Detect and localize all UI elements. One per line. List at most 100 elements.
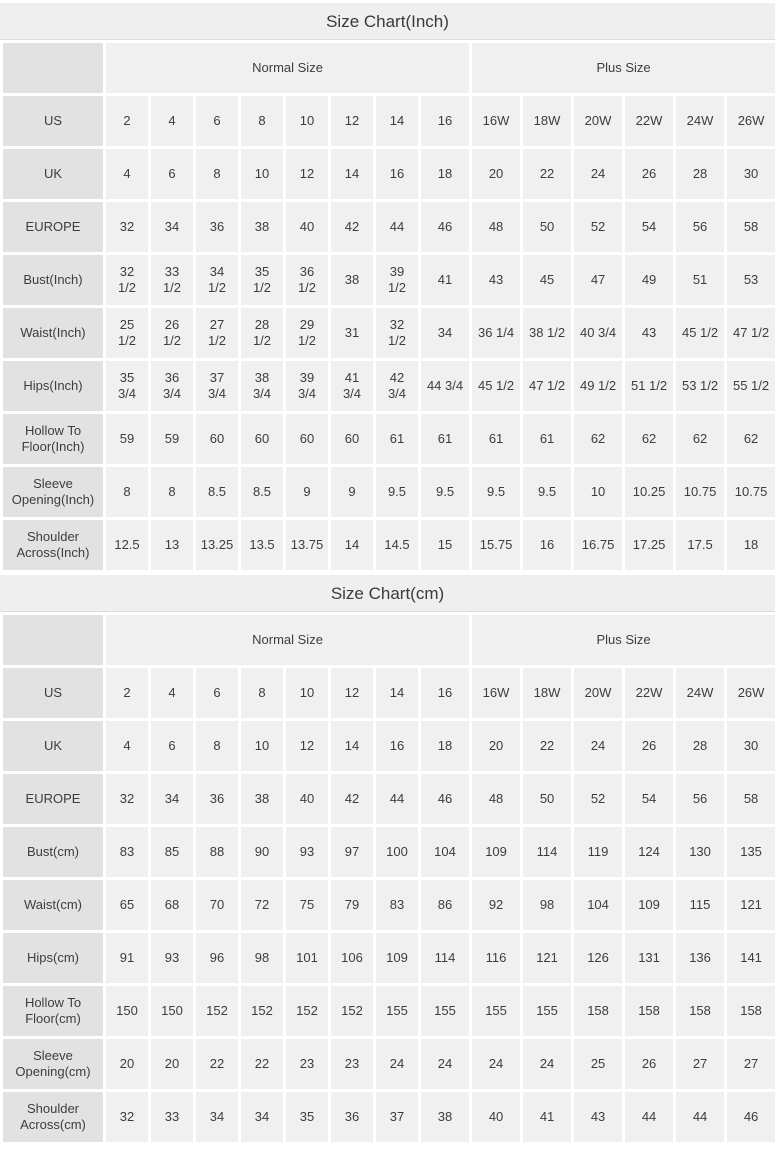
size-value-cell: 13.75 xyxy=(286,520,328,570)
size-value-cell: 13 xyxy=(151,520,193,570)
table-row-waist-inch: Waist(Inch) 25 1/2 26 1/2 27 1/2 28 1/2 29 1/… xyxy=(3,308,775,358)
size-value-cell: 32 xyxy=(106,774,148,824)
size-value-cell: 16 xyxy=(376,149,418,199)
size-value-cell: 46 xyxy=(727,1092,775,1142)
size-value-cell: 28 xyxy=(676,149,725,199)
size-value-cell: 14 xyxy=(376,668,418,718)
size-value-cell: 52 xyxy=(574,202,623,252)
table-row-us: US 2 4 6 8 10 12 14 16 16W 18W 20W 22W 24W 26W xyxy=(3,668,775,718)
size-value-cell: 130 xyxy=(676,827,725,877)
size-value-cell: 34 xyxy=(421,308,470,358)
size-value-cell: 36 xyxy=(196,202,238,252)
size-value-cell: 24 xyxy=(574,721,623,771)
size-value-cell: 109 xyxy=(472,827,521,877)
size-value-cell: 60 xyxy=(286,414,328,464)
size-value-cell: 34 xyxy=(241,1092,283,1142)
size-value-cell: 28 1/2 xyxy=(241,308,283,358)
size-value-cell: 24W xyxy=(676,96,725,146)
size-value-cell: 8.5 xyxy=(196,467,238,517)
size-value-cell: 32 1/2 xyxy=(376,308,418,358)
size-value-cell: 23 xyxy=(331,1039,373,1089)
size-value-cell: 25 1/2 xyxy=(106,308,148,358)
size-value-cell: 152 xyxy=(286,986,328,1036)
size-value-cell: 50 xyxy=(523,774,572,824)
size-chart-inch-table: Normal Size Plus Size US 2 4 6 8 10 12 14 16 16W 18W… xyxy=(0,40,775,573)
size-value-cell: 24 xyxy=(472,1039,521,1089)
table-row-sleeve-opening-cm: Sleeve Opening(cm) 20 20 22 22 23 23 24 24 24 24 25… xyxy=(3,1039,775,1089)
size-value-cell: 48 xyxy=(472,774,521,824)
size-value-cell: 51 1/2 xyxy=(625,361,674,411)
size-value-cell: 26W xyxy=(727,668,775,718)
size-value-cell: 41 3/4 xyxy=(331,361,373,411)
size-value-cell: 22 xyxy=(196,1039,238,1089)
size-value-cell: 51 xyxy=(676,255,725,305)
size-value-cell: 9.5 xyxy=(376,467,418,517)
size-value-cell: 10 xyxy=(286,668,328,718)
size-value-cell: 9 xyxy=(286,467,328,517)
row-label-hollow-to-floor-inch: Hollow To Floor(Inch) xyxy=(3,414,103,464)
size-value-cell: 65 xyxy=(106,880,148,930)
size-value-cell: 47 1/2 xyxy=(727,308,775,358)
size-value-cell: 88 xyxy=(196,827,238,877)
row-label-uk: UK xyxy=(3,149,103,199)
size-chart-cm-title: Size Chart(cm) xyxy=(0,575,775,612)
size-value-cell: 12 xyxy=(286,721,328,771)
table-row-bust-inch: Bust(Inch) 32 1/2 33 1/2 34 1/2 35 1/2 36 1/2… xyxy=(3,255,775,305)
size-value-cell: 58 xyxy=(727,202,775,252)
size-value-cell: 4 xyxy=(151,668,193,718)
size-value-cell: 54 xyxy=(625,774,674,824)
size-value-cell: 54 xyxy=(625,202,674,252)
table-row-europe: EUROPE 32 34 36 38 40 42 44 46 48 50 52 54 56 58 xyxy=(3,774,775,824)
size-value-cell: 93 xyxy=(151,933,193,983)
size-value-cell: 109 xyxy=(376,933,418,983)
size-value-cell: 40 xyxy=(472,1092,521,1142)
size-value-cell: 60 xyxy=(196,414,238,464)
size-value-cell: 27 xyxy=(676,1039,725,1089)
size-value-cell: 32 xyxy=(106,202,148,252)
size-value-cell: 46 xyxy=(421,774,470,824)
size-value-cell: 28 xyxy=(676,721,725,771)
size-value-cell: 26 xyxy=(625,721,674,771)
corner-cell xyxy=(3,615,103,665)
size-value-cell: 12 xyxy=(286,149,328,199)
size-value-cell: 59 xyxy=(106,414,148,464)
size-value-cell: 38 xyxy=(331,255,373,305)
row-label-waist-cm: Waist(cm) xyxy=(3,880,103,930)
size-value-cell: 39 3/4 xyxy=(286,361,328,411)
size-value-cell: 32 xyxy=(106,1092,148,1142)
size-value-cell: 22W xyxy=(625,668,674,718)
table-row-europe: EUROPE 32 34 36 38 40 42 44 46 48 50 52 54 56 58 xyxy=(3,202,775,252)
size-value-cell: 14 xyxy=(331,721,373,771)
table-row-waist-cm: Waist(cm) 65 68 70 72 75 79 83 86 92 98 104 109 115 12… xyxy=(3,880,775,930)
size-value-cell: 6 xyxy=(151,149,193,199)
size-value-cell: 62 xyxy=(727,414,775,464)
size-value-cell: 158 xyxy=(676,986,725,1036)
size-value-cell: 92 xyxy=(472,880,521,930)
size-value-cell: 104 xyxy=(421,827,470,877)
size-value-cell: 22 xyxy=(523,721,572,771)
row-label-europe: EUROPE xyxy=(3,202,103,252)
size-value-cell: 119 xyxy=(574,827,623,877)
size-value-cell: 2 xyxy=(106,668,148,718)
size-value-cell: 38 1/2 xyxy=(523,308,572,358)
size-value-cell: 10.75 xyxy=(676,467,725,517)
size-value-cell: 109 xyxy=(625,880,674,930)
size-value-cell: 61 xyxy=(376,414,418,464)
size-value-cell: 44 xyxy=(376,774,418,824)
table-row-bust-cm: Bust(cm) 83 85 88 90 93 97 100 104 109 114 119 124 13… xyxy=(3,827,775,877)
row-label-sleeve-opening-inch: Sleeve Opening(Inch) xyxy=(3,467,103,517)
size-value-cell: 34 1/2 xyxy=(196,255,238,305)
size-value-cell: 32 1/2 xyxy=(106,255,148,305)
size-value-cell: 12 xyxy=(331,668,373,718)
row-label-shoulder-across-inch: Shoulder Across(Inch) xyxy=(3,520,103,570)
table-row-uk: UK 4 6 8 10 12 14 16 18 20 22 24 26 28 30 xyxy=(3,149,775,199)
size-value-cell: 24W xyxy=(676,668,725,718)
column-group-plus-size: Plus Size xyxy=(472,615,775,665)
size-value-cell: 8.5 xyxy=(241,467,283,517)
size-value-cell: 58 xyxy=(727,774,775,824)
size-value-cell: 47 1/2 xyxy=(523,361,572,411)
size-value-cell: 41 xyxy=(523,1092,572,1142)
size-value-cell: 38 xyxy=(241,202,283,252)
size-value-cell: 155 xyxy=(523,986,572,1036)
column-group-normal-size: Normal Size xyxy=(106,615,470,665)
